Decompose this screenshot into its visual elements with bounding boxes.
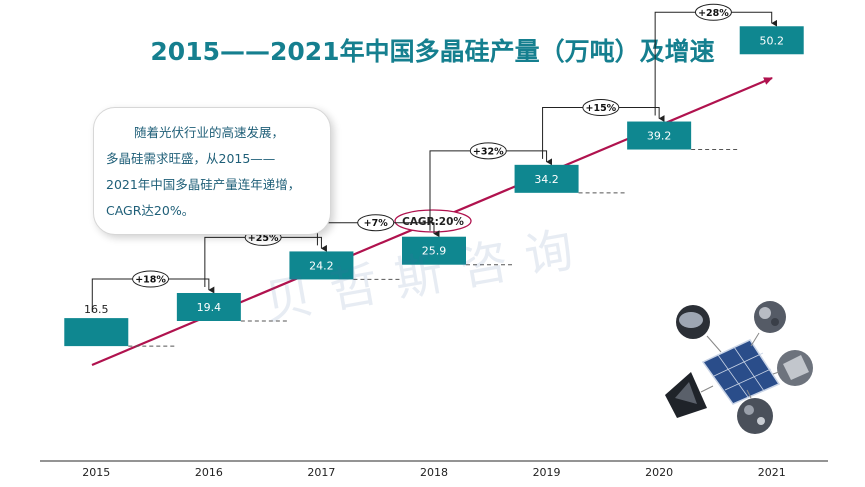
growth-badge	[694, 3, 732, 21]
bar-2015	[64, 318, 129, 347]
bar-value-label: 39.2	[647, 130, 672, 143]
bar-2016	[176, 292, 241, 321]
summary-textbox: 随着光伏行业的高速发展， 多晶硅需求旺盛，从2015—— 2021年中国多晶硅产…	[93, 107, 331, 235]
bar-value-label: 34.2	[534, 173, 559, 186]
bar-2017	[289, 251, 354, 280]
growth-badge	[582, 99, 620, 117]
note-line-3: 2021年中国多晶硅产量连年递增，	[106, 177, 301, 192]
page-title: 2015——2021年中国多晶硅产量（万吨）及增速	[150, 37, 715, 66]
x-tick-label: 2020	[645, 466, 673, 479]
note-line-1: 随着光伏行业的高速发展，	[134, 125, 285, 140]
silicon-chunk-images	[665, 301, 813, 434]
growth-label: +18%	[135, 274, 166, 285]
bar-2019	[514, 164, 579, 193]
note-line-2: 多晶硅需求旺盛，从2015——	[106, 151, 276, 166]
bar-value-label: 50.2	[759, 34, 784, 47]
cagr-label: CAGR:20%	[402, 216, 464, 228]
growth-badge	[469, 142, 507, 160]
bar-2021	[739, 26, 804, 55]
growth-label: +15%	[586, 103, 617, 114]
growth-label: +32%	[473, 146, 504, 157]
x-tick-label: 2016	[195, 466, 223, 479]
x-tick-label: 2017	[307, 466, 335, 479]
cagr-ellipse	[394, 209, 472, 233]
x-axis-ticks: 2015 2016 2017 2018 2019 2020 2021	[82, 466, 785, 479]
growth-badge	[132, 270, 170, 288]
polysilicon-images	[665, 301, 813, 434]
x-tick-label: 2015	[82, 466, 110, 479]
growth-badge	[357, 214, 395, 232]
x-tick-label: 2021	[758, 466, 786, 479]
growth-label: +25%	[248, 233, 279, 244]
bar-value-label: 19.4	[197, 301, 222, 314]
bar-value-label: 16.5	[84, 303, 109, 316]
bar-value-label: 24.2	[309, 259, 334, 272]
x-tick-label: 2018	[420, 466, 448, 479]
x-tick-label: 2019	[533, 466, 561, 479]
bar-2020	[627, 121, 692, 150]
note-line-4: CAGR达20%。	[106, 203, 195, 218]
waterfall-plot: 16.5 +18% 19.4 +25% 24.2 +7% 25.9 +32% 34.2 +15% 3…	[64, 3, 804, 347]
bar-value-label: 25.9	[422, 245, 447, 258]
growth-label: +7%	[364, 218, 389, 229]
growth-label: +28%	[698, 8, 729, 19]
bar-2018	[402, 236, 466, 265]
solar-panel-image	[701, 339, 781, 405]
